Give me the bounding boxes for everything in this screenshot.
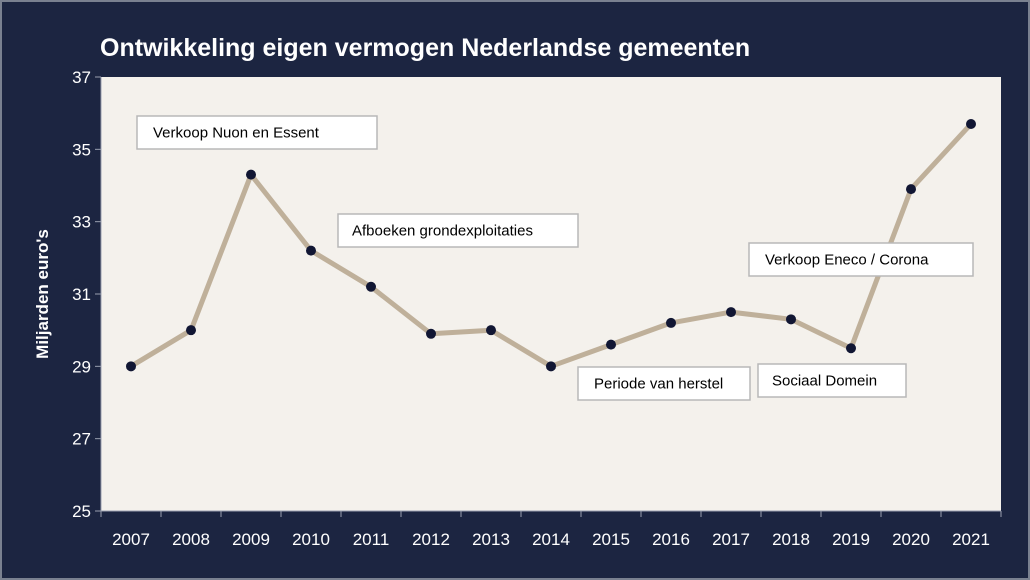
annotation-box: Sociaal Domein (757, 363, 907, 398)
annotation-layer: Verkoop Nuon en Essent Afboeken grondexpl… (136, 115, 974, 401)
x-tick-label: 2010 (292, 530, 330, 549)
x-tick-label: 2008 (172, 530, 210, 549)
annotation-box-rect (136, 115, 378, 150)
annotation-text: Verkoop Eneco / Corona (765, 252, 929, 269)
annotation-box-rect (577, 366, 751, 401)
x-tick-label: 2018 (772, 530, 810, 549)
x-tick-label: 2009 (232, 530, 270, 549)
y-tick-label: 31 (72, 285, 91, 304)
data-point (126, 361, 136, 372)
data-point (786, 314, 796, 325)
y-tick-label: 25 (72, 502, 91, 521)
annotation-box: Periode van herstel (577, 366, 751, 401)
x-tick-label: 2021 (952, 530, 990, 549)
x-tick-label: 2019 (832, 530, 870, 549)
x-tick-label: 2014 (532, 530, 570, 549)
annotation-text: Verkoop Nuon en Essent (153, 125, 320, 142)
y-tick-label: 29 (72, 357, 91, 376)
annotation-text: Periode van herstel (594, 376, 723, 393)
annotation-box: Afboeken grondexploitaties (337, 213, 579, 248)
x-tick-label: 2013 (472, 530, 510, 549)
annotation-box-rect (748, 242, 974, 277)
chart-title: Ontwikkeling eigen vermogen Nederlandse … (100, 34, 750, 62)
annotation-box-rect (337, 213, 579, 248)
x-tick-label: 2016 (652, 530, 690, 549)
annotation-box: Verkoop Nuon en Essent (136, 115, 378, 150)
data-point (666, 317, 676, 328)
annotation-box: Verkoop Eneco / Corona (748, 242, 974, 277)
annotation-text: Sociaal Domein (772, 373, 877, 390)
data-point (906, 184, 916, 195)
y-tick-label: 33 (72, 213, 91, 232)
data-point (606, 339, 616, 350)
data-point (246, 169, 256, 180)
axes-layer: 25 27 29 31 33 35 37 2007 2008 2009 2010 2011 2012 20… (72, 68, 1002, 549)
data-point (966, 119, 976, 130)
series-layer (126, 119, 976, 372)
data-point (186, 325, 196, 336)
y-tick-label: 35 (72, 140, 91, 159)
x-tick-label: 2020 (892, 530, 930, 549)
data-point (426, 328, 436, 339)
data-point (306, 245, 316, 256)
annotation-text: Afboeken grondexploitaties (352, 223, 533, 240)
y-axis-label: Miljarden euro's (33, 229, 52, 359)
y-tick-label: 37 (72, 68, 91, 87)
data-point (726, 307, 736, 318)
x-tick-label: 2011 (353, 530, 390, 549)
x-tick-label: 2015 (592, 530, 630, 549)
x-tick-label: 2017 (712, 530, 750, 549)
annotation-box-rect (757, 363, 907, 398)
x-tick-label: 2012 (412, 530, 450, 549)
x-tick-label: 2007 (112, 530, 150, 549)
data-point (486, 325, 496, 336)
y-tick-label: 27 (72, 430, 91, 449)
data-point (846, 343, 856, 354)
data-point (546, 361, 556, 372)
data-point (366, 281, 376, 292)
